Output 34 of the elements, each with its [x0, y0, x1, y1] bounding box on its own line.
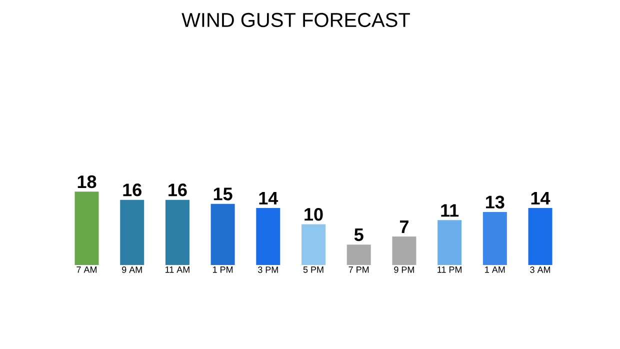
bar — [482, 212, 507, 265]
data-label: 11 — [441, 204, 459, 217]
data-label: 15 — [214, 188, 232, 200]
data-label: 16 — [168, 184, 187, 196]
x-tick-label: 7 PM — [348, 266, 369, 273]
data-label: 7 — [400, 220, 408, 233]
x-tick-label: 1 AM — [485, 266, 505, 273]
bar — [256, 208, 280, 265]
x-tick-label: 9 PM — [394, 266, 414, 273]
data-label: 14 — [259, 192, 278, 204]
data-label: 14 — [531, 192, 550, 204]
bar — [392, 236, 416, 265]
x-tick-label: 3 PM — [258, 266, 278, 273]
data-label: 16 — [123, 184, 142, 196]
bar — [302, 224, 326, 265]
x-tick-label: 1 PM — [212, 266, 233, 273]
data-label: 13 — [486, 196, 504, 209]
bar — [165, 200, 190, 265]
x-tick-label: 11 AM — [165, 266, 190, 273]
data-label: 18 — [78, 175, 96, 188]
x-tick-label: 9 AM — [122, 266, 142, 273]
bar — [346, 244, 371, 265]
bar — [120, 200, 144, 265]
data-label: 10 — [304, 208, 323, 221]
x-tick-label: 11 PM — [438, 266, 462, 273]
bar — [74, 192, 99, 265]
bar — [210, 204, 235, 265]
x-tick-label: 5 PM — [303, 266, 324, 273]
x-tick-label: 3 AM — [530, 266, 550, 273]
data-label: 5 — [354, 228, 364, 242]
x-tick-label: 7 AM — [76, 266, 97, 273]
bar — [438, 220, 462, 265]
chart-title: WIND GUST FORECAST — [182, 12, 410, 28]
bar — [528, 208, 552, 265]
